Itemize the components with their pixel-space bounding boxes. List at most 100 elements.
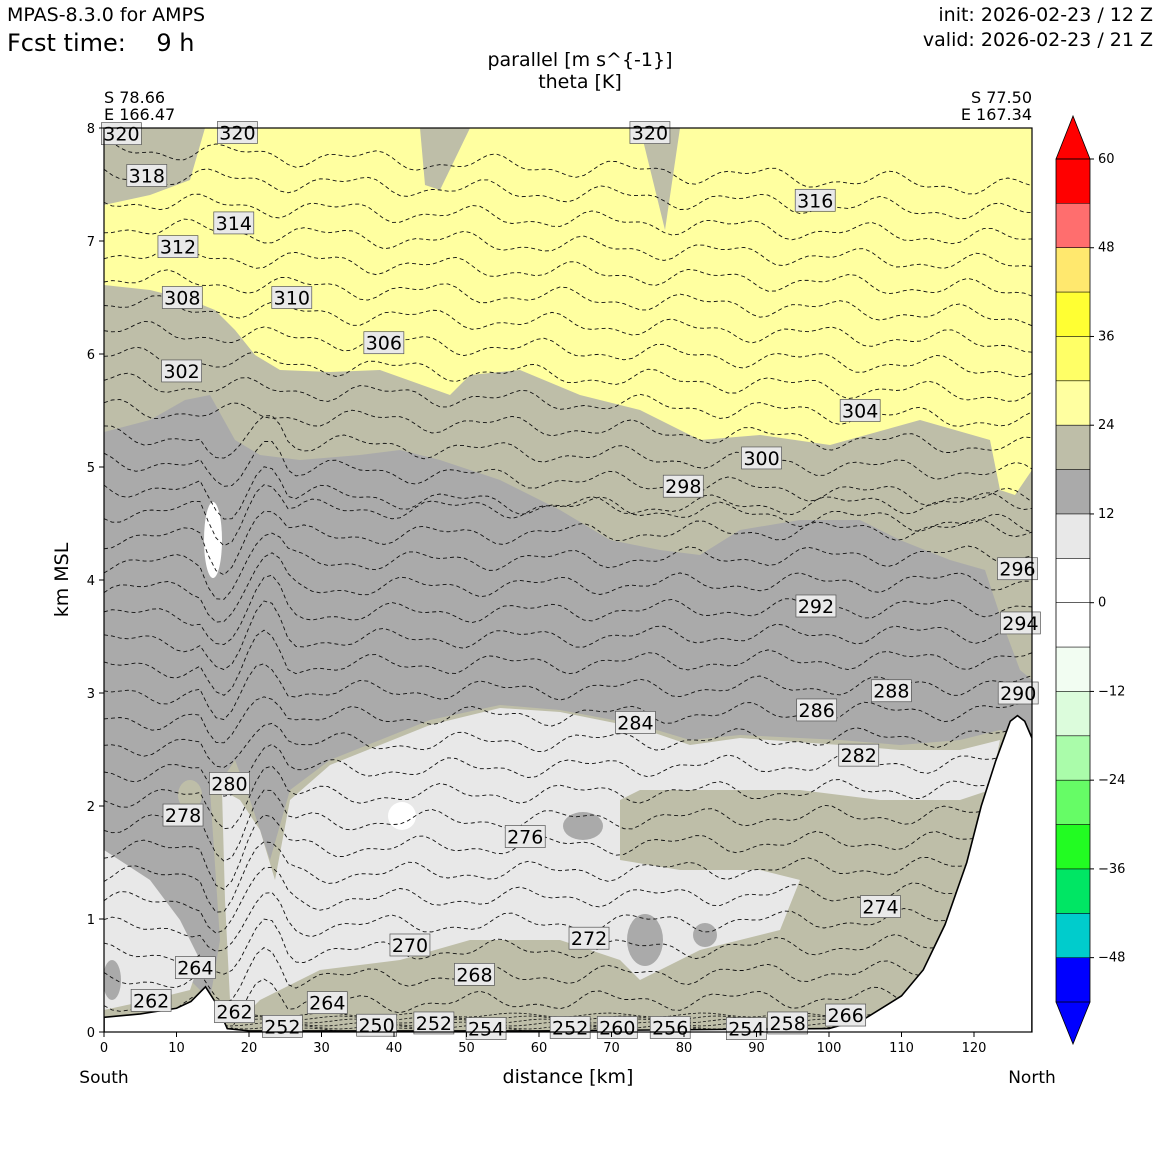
colorbar-frame — [1055, 158, 1091, 1003]
colorbar-segment — [1056, 336, 1090, 382]
theta-label-text: 250 — [358, 1015, 394, 1037]
theta-label: 284 — [615, 711, 656, 734]
theta-label-text: 264 — [177, 958, 213, 980]
isentrope-line — [104, 765, 1032, 830]
colorbar-segment — [1056, 824, 1090, 870]
y-tick-label: 0 — [87, 1026, 95, 1041]
colorbar-tick-label: −48 — [1098, 951, 1125, 966]
x-tick-label: 80 — [676, 1041, 693, 1056]
isentrope-line — [104, 218, 1032, 269]
theta-label: 264 — [306, 991, 348, 1015]
isentrope-line — [104, 892, 1032, 952]
theta-label-text: 278 — [165, 805, 201, 827]
theta-label: 274 — [860, 895, 901, 919]
y-tick-label: 8 — [87, 122, 95, 137]
theta-label: 256 — [649, 1016, 691, 1039]
colorbar-segment — [1056, 602, 1090, 648]
right-lon: E 167.34 — [960, 105, 1032, 124]
y-tick-label: 1 — [87, 913, 95, 928]
y-tick-label: 3 — [87, 687, 95, 702]
chart-subtitle: theta [K] — [538, 71, 622, 93]
field-tan-patch — [178, 780, 202, 810]
x-tick-label: 40 — [386, 1041, 403, 1056]
theta-label-text: 280 — [211, 773, 247, 795]
colorbar-tick-label: −24 — [1098, 773, 1125, 788]
theta-label: 314 — [213, 211, 255, 235]
theta-label-text: 296 — [999, 559, 1035, 581]
field-gray-patch-2 — [627, 914, 663, 966]
theta-label: 272 — [568, 926, 610, 950]
colorbar-tick-label: 60 — [1098, 152, 1115, 167]
theta-label-text: 256 — [652, 1017, 688, 1039]
theta-label: 308 — [161, 286, 203, 310]
colorbar-over-arrow — [1055, 114, 1091, 160]
theta-label: 296 — [997, 557, 1038, 581]
theta-label: 316 — [794, 188, 836, 212]
theta-label-text: 320 — [632, 123, 668, 145]
field-gray-patch-3 — [693, 923, 717, 947]
theta-label: 268 — [454, 963, 495, 986]
left-endpoint-coords: S 78.66 E 166.47 — [104, 89, 175, 123]
isentrope-line — [104, 841, 1032, 913]
shaded-fields — [104, 128, 1032, 1032]
theta-label: 282 — [838, 743, 880, 767]
x-tick-label: 50 — [458, 1041, 475, 1056]
colorbar-segment — [1056, 513, 1090, 559]
theta-label-text: 310 — [274, 288, 310, 310]
theta-label-text: 286 — [799, 700, 835, 722]
colorbar-tick-label: 48 — [1098, 241, 1115, 256]
theta-label-text: 304 — [842, 401, 878, 423]
theta-label: 320 — [217, 121, 258, 145]
theta-label-text: 270 — [392, 935, 428, 957]
theta-label-text: 294 — [1002, 613, 1038, 635]
theta-label: 286 — [796, 698, 838, 722]
x-tick-label: 20 — [241, 1041, 258, 1056]
isentrope-line — [104, 320, 1032, 378]
isentrope-line — [104, 346, 1032, 402]
theta-label: 252 — [549, 1016, 591, 1039]
init-time: init: 2026-02-23 / 12 Z — [938, 4, 1153, 26]
theta-label: 320 — [629, 121, 671, 145]
colorbar-segment — [1056, 247, 1090, 293]
isentrope-line — [104, 918, 1032, 975]
theta-label-text: 254 — [728, 1019, 764, 1041]
theta-label: 254 — [465, 1017, 507, 1041]
y-tick-label: 5 — [87, 461, 95, 476]
field-gray-patch-4 — [104, 960, 121, 1000]
theta-label: 320 — [101, 122, 142, 146]
theta-label: 288 — [870, 679, 912, 703]
left-lon: E 166.47 — [104, 105, 176, 124]
isentrope-line — [104, 193, 1032, 245]
isentrope-line — [104, 947, 1032, 1004]
isentrope-line — [104, 269, 1032, 327]
theta-label-text: 268 — [456, 964, 492, 986]
theta-label-text: 302 — [163, 361, 199, 383]
isentrope-line — [104, 415, 1032, 480]
isentrope-line — [104, 137, 1032, 195]
isentrope-line — [104, 510, 1032, 576]
field-gray-patch — [563, 812, 603, 840]
south-label: South — [79, 1068, 128, 1088]
theta-label: 250 — [356, 1013, 397, 1037]
right-endpoint-coords: S 77.50 E 167.34 — [961, 89, 1032, 123]
theta-label: 276 — [504, 825, 546, 849]
isentrope-line — [104, 484, 1032, 547]
isentrope-line — [104, 743, 1032, 797]
x-axis-label: distance [km] — [503, 1066, 634, 1088]
theta-label-text: 254 — [468, 1019, 504, 1041]
theta-label-text: 306 — [366, 333, 402, 355]
theta-label-text: 262 — [133, 990, 169, 1012]
isentrope-line — [104, 789, 1032, 862]
theta-label: 280 — [209, 772, 250, 795]
theta-label-text: 320 — [219, 123, 255, 145]
theta-label-text: 320 — [103, 124, 139, 146]
theta-label-text: 274 — [862, 897, 898, 919]
theta-label: 312 — [157, 235, 199, 259]
theta-label-text: 262 — [216, 1002, 252, 1024]
isentrope-line — [104, 629, 1032, 696]
theta-label: 310 — [271, 286, 313, 310]
isentrope-line — [104, 978, 1032, 1032]
right-lat: S 77.50 — [970, 88, 1032, 107]
x-tick-label: 70 — [603, 1041, 620, 1056]
x-tick-label: 0 — [100, 1041, 108, 1056]
